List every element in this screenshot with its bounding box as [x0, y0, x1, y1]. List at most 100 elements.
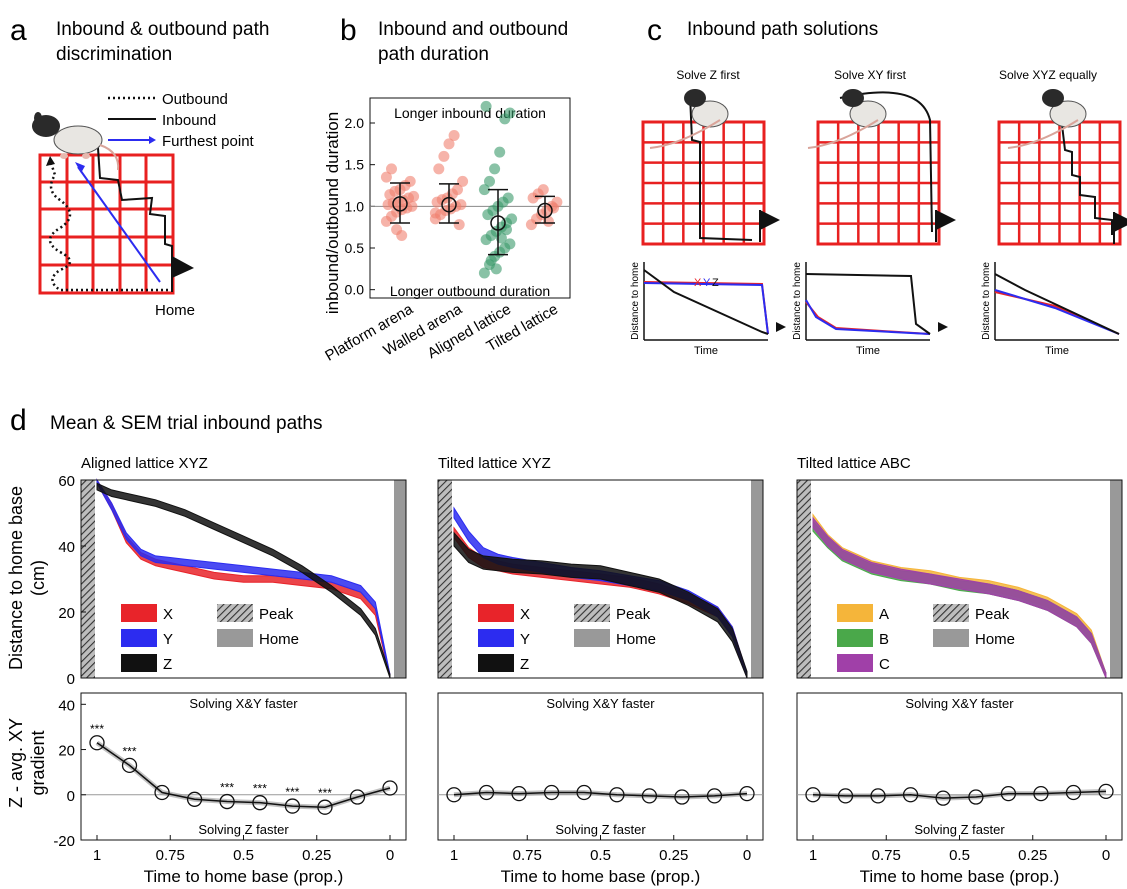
d-gradient-marker [935, 790, 951, 806]
d-legend-swatch [837, 604, 873, 622]
c-lattice [641, 120, 766, 246]
c-mini-line [643, 282, 769, 335]
b-data-point [448, 130, 460, 141]
b-data-point [494, 146, 506, 158]
b-data-point [548, 202, 559, 214]
d-gradient-marker [89, 735, 105, 751]
d-gradient-marker [1098, 783, 1114, 800]
d-legend-swatch [478, 654, 514, 672]
d-significance-label: *** [220, 781, 234, 795]
d-bottom-ylabel-line1: Z - avg. XY [6, 718, 26, 808]
d-gradient-marker [284, 798, 301, 814]
b-data-point [504, 107, 516, 119]
d-significance-label: *** [90, 722, 104, 736]
b-annot-bottom: Longer outbound duration [390, 283, 550, 299]
c-mini-ylabel: Distance to home [630, 262, 641, 340]
d-legend-label-home: Home [259, 631, 299, 648]
d-annot-bottom: Solving Z faster [914, 822, 1005, 837]
c-mini-line [994, 273, 1120, 335]
d-gradient-marker [739, 785, 755, 802]
home-flag-icon [938, 322, 948, 332]
d-xlabel: Time to home base (prop.) [501, 867, 701, 886]
d-gradient-marker [154, 784, 170, 801]
d-gradient-marker [674, 789, 690, 805]
d-legend-label: B [879, 631, 889, 648]
d-legend-label: X [163, 606, 173, 623]
d-legend-label-peak: Peak [975, 606, 1010, 623]
panel-d-plots: Aligned lattice XYZ0204060XYZPeakHomeSol… [53, 455, 1123, 886]
b-data-point [480, 100, 492, 112]
c-inbound-path [689, 94, 753, 241]
b-data-point [504, 238, 516, 250]
d-legend-label: Z [520, 656, 529, 673]
d-gradient-marker [641, 788, 658, 804]
d-gradient-marker [1033, 785, 1049, 802]
furthest-legend-arrowhead [149, 136, 156, 144]
rat-icon [649, 89, 729, 149]
d-gradient-marker [252, 795, 268, 811]
panel-a-title-line1: Inbound & outbound path [56, 19, 269, 40]
d-legend-swatch [121, 604, 157, 622]
d-gradient-line [453, 791, 748, 798]
d-gradient-marker [511, 785, 527, 802]
d-gradient-line [96, 742, 391, 808]
panel-b-title-line1: Inbound and outbound [378, 19, 568, 40]
b-data-point [478, 267, 490, 279]
b-data-point [438, 150, 450, 162]
d-legend-swatch-home [217, 629, 253, 647]
panel-c-letter: c [647, 14, 662, 47]
d-legend-swatch-peak [574, 604, 610, 622]
panel-c: c Inbound path solutions Solve Z first S… [630, 14, 1127, 357]
c-mini-line [994, 291, 1120, 335]
d-legend-swatch-home [933, 629, 969, 647]
panel-b-letter: b [340, 14, 357, 47]
d-peak-bar [438, 480, 452, 678]
d-legend-label-peak: Peak [259, 606, 294, 623]
d-home-bar [1110, 480, 1122, 678]
d-gradient-marker [837, 788, 854, 804]
d-significance-label: *** [285, 785, 299, 799]
d-xtick-label: 0.75 [513, 847, 542, 864]
c-lattice [997, 120, 1122, 246]
d-bottom-ytick-label: -20 [53, 833, 75, 850]
d-legend-swatch-peak [217, 604, 253, 622]
home-flag-icon [776, 322, 786, 332]
d-legend-label: Y [520, 631, 530, 648]
panel-b: b Inbound and outbound path duration 0.0… [322, 14, 571, 365]
d-bottom-ylabel-line2: gradient [28, 730, 48, 795]
panel-a-legend: Outbound Inbound Furthest point [108, 91, 255, 150]
d-gradient-marker [349, 789, 366, 805]
d-xtick-label: 0 [1102, 847, 1110, 864]
d-xtick-label: 0.75 [156, 847, 185, 864]
d-xtick-label: 0 [386, 847, 394, 864]
panel-d-title: Mean & SEM trial inbound paths [50, 413, 323, 434]
d-xtick-label: 0 [743, 847, 751, 864]
c-inbound-path [1059, 107, 1113, 235]
d-legend-label-peak: Peak [616, 606, 651, 623]
b-mean-marker [392, 196, 408, 212]
b-data-point [404, 175, 416, 187]
d-series-band [812, 516, 1107, 679]
panel-d-letter: d [10, 404, 27, 437]
d-peak-bar [81, 480, 95, 678]
d-xtick-label: 0.25 [302, 847, 331, 864]
panel-c-subtitle-2: Solve XY first [834, 68, 906, 82]
d-annot-bottom: Solving Z faster [555, 822, 646, 837]
d-bottom-ytick-label: 20 [58, 743, 75, 760]
b-data-point [537, 184, 549, 196]
d-annot-top: Solving X&Y faster [189, 696, 298, 711]
c-mini-line [643, 269, 769, 335]
d-home-bar [394, 480, 406, 678]
panel-d: d Mean & SEM trial inbound paths Distanc… [6, 404, 1123, 886]
panel-a-letter: a [10, 14, 27, 47]
c-xyz-tag: Y [703, 277, 711, 289]
d-top-ylabel-line1: Distance to home base [6, 486, 26, 670]
b-data-point [429, 207, 441, 219]
b-ytick-label: 0.0 [345, 282, 365, 298]
panel-c-title: Inbound path solutions [687, 19, 878, 40]
c-xyz-tag: X [694, 277, 702, 289]
d-legend-label: Y [163, 631, 173, 648]
furthest-arrowhead [75, 162, 85, 173]
d-top-ytick-label: 20 [58, 605, 75, 622]
